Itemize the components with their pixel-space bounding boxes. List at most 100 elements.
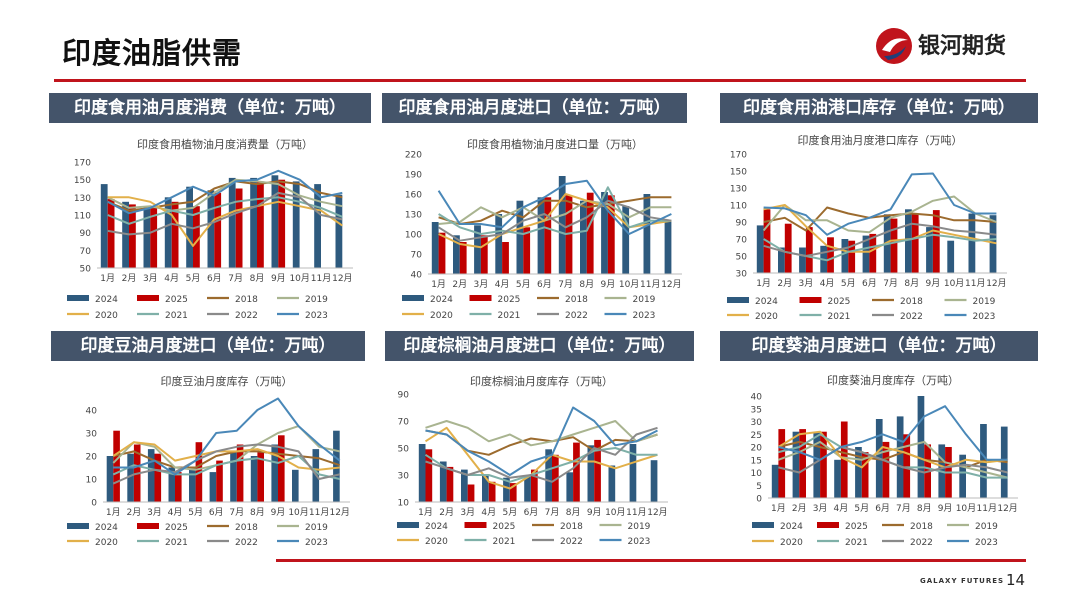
x-tick-label: 6月 <box>207 273 222 284</box>
line-2022 <box>438 199 672 242</box>
bar-2025 <box>573 442 580 502</box>
x-tick-label: 9月 <box>271 273 286 284</box>
bar-2025 <box>882 441 890 498</box>
y-tick-label: 110 <box>730 202 747 212</box>
legend-label-2018: 2018 <box>565 295 588 305</box>
legend-label-2025: 2025 <box>165 295 188 305</box>
x-tick-label: 7月 <box>558 279 573 290</box>
bar-2025 <box>531 469 538 502</box>
legend-swatch-2025 <box>469 295 492 301</box>
legend-label-2018: 2018 <box>900 297 923 307</box>
line-2023 <box>763 172 997 236</box>
x-tick-label: 11月 <box>965 278 985 289</box>
bar-2025 <box>150 206 158 268</box>
chart-title: 印度豆油月度库存（万吨） <box>161 374 293 388</box>
x-tick-label: 1月 <box>431 279 446 290</box>
bar-2025 <box>903 434 911 499</box>
legend-label-2022: 2022 <box>560 537 583 547</box>
bar-2024 <box>453 235 460 274</box>
y-tick-label: 70 <box>411 251 423 261</box>
footer-brand: GALAXY FUTURES <box>920 577 1005 585</box>
x-tick-label: 2月 <box>122 273 137 284</box>
y-tick-label: 5 <box>756 482 762 492</box>
x-tick-label: 10月 <box>288 507 308 518</box>
line-2022 <box>763 222 997 257</box>
y-tick-label: 30 <box>751 418 763 428</box>
y-tick-label: 190 <box>405 171 422 181</box>
x-tick-label: 12月 <box>986 278 1006 289</box>
bar-2024 <box>664 220 672 274</box>
bar-2025 <box>278 435 285 502</box>
legend-label-2019: 2019 <box>975 522 998 532</box>
legend-label-2019: 2019 <box>305 295 328 305</box>
bar-2024 <box>431 222 439 274</box>
y-tick-label: 20 <box>86 453 98 463</box>
legend-label-2020: 2020 <box>425 537 448 547</box>
legend-label-2025: 2025 <box>165 523 188 533</box>
x-tick-label: 2月 <box>777 278 792 289</box>
x-tick-label: 12月 <box>329 507 349 518</box>
line-2019 <box>425 420 658 447</box>
bar-2025 <box>257 451 264 502</box>
line-2018 <box>763 206 997 232</box>
x-tick-label: 7月 <box>545 507 560 518</box>
bar-2025 <box>154 453 162 502</box>
bar-2024 <box>792 431 800 498</box>
bar-2024 <box>959 454 966 498</box>
x-tick-label: 5月 <box>503 507 518 518</box>
x-tick-label: 10月 <box>605 507 625 518</box>
x-tick-label: 5月 <box>516 279 531 290</box>
legend-label-2020: 2020 <box>430 311 453 321</box>
bar-2024 <box>947 240 955 273</box>
bar-2025 <box>446 466 454 502</box>
y-tick-label: 50 <box>80 265 92 275</box>
x-tick-label: 8月 <box>579 279 594 290</box>
bar-2025 <box>193 206 200 268</box>
bar-2025 <box>932 210 940 273</box>
y-tick-label: 50 <box>398 445 410 455</box>
x-tick-label: 3月 <box>147 507 162 518</box>
y-tick-label: 90 <box>736 219 748 229</box>
x-tick-label: 3月 <box>799 278 814 289</box>
bar-2024 <box>926 227 933 273</box>
x-tick-label: 7月 <box>228 273 243 284</box>
x-tick-label: 8月 <box>566 507 581 518</box>
bar-2024 <box>580 200 587 274</box>
line-2023 <box>107 169 343 215</box>
y-tick-label: 30 <box>398 472 410 482</box>
bar-2024 <box>601 192 608 274</box>
bar-2025 <box>214 192 222 268</box>
bar-2024 <box>545 449 552 502</box>
bar-2024 <box>461 469 468 502</box>
chart-title: 印度棕榈油月度库存（万吨） <box>470 374 613 388</box>
bar-2025 <box>278 179 286 268</box>
bar-2024 <box>250 177 257 268</box>
y-tick-label: 10 <box>398 499 410 509</box>
y-tick-label: 160 <box>405 191 422 201</box>
legend-label-2021: 2021 <box>165 311 188 321</box>
legend-label-2024: 2024 <box>430 295 453 305</box>
x-tick-label: 2月 <box>792 503 807 514</box>
y-tick-label: 170 <box>730 151 747 161</box>
legend-label-2021: 2021 <box>845 538 868 548</box>
x-tick-label: 7月 <box>883 278 898 289</box>
legend-label-2024: 2024 <box>780 522 803 532</box>
x-tick-label: 1月 <box>100 273 115 284</box>
bar-2024 <box>168 467 176 502</box>
bar-2024 <box>127 453 134 502</box>
x-tick-label: 7月 <box>896 503 911 514</box>
legend-label-2023: 2023 <box>305 311 328 321</box>
x-tick-label: 4月 <box>168 507 183 518</box>
legend-label-2022: 2022 <box>900 312 923 322</box>
bar-2024 <box>855 447 862 498</box>
x-tick-label: 3月 <box>460 507 475 518</box>
bar-2025 <box>848 240 856 273</box>
x-tick-label: 6月 <box>862 278 877 289</box>
bar-2024 <box>292 469 299 502</box>
bar-2024 <box>271 175 279 269</box>
x-tick-label: 6月 <box>209 507 224 518</box>
legend-label-2020: 2020 <box>95 311 118 321</box>
x-tick-label: 3月 <box>143 273 158 284</box>
x-tick-label: 4月 <box>164 273 179 284</box>
x-tick-label: 4月 <box>834 503 849 514</box>
